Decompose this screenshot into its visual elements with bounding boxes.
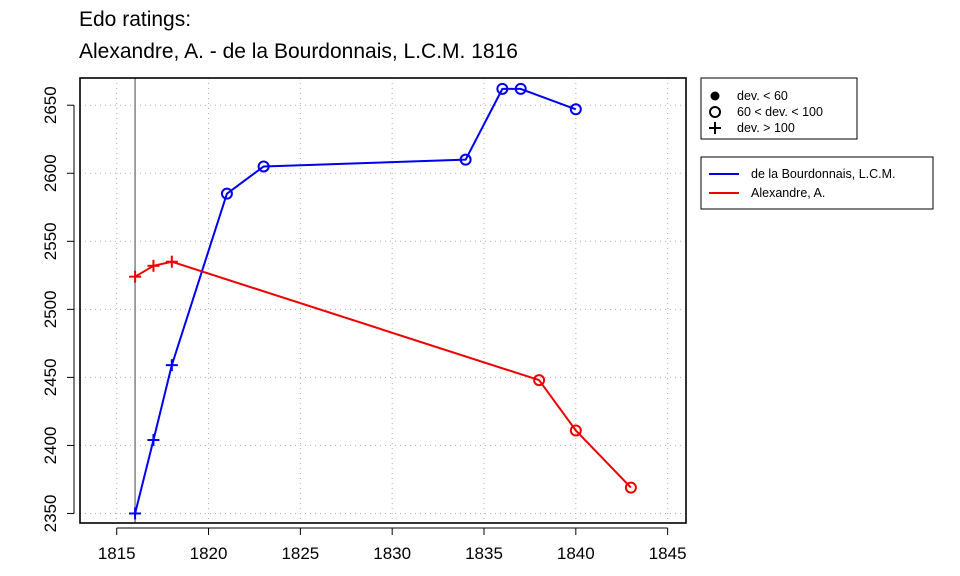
y-tick-label-2350: 2350 [41, 495, 60, 533]
plot-frame [79, 77, 687, 524]
data-point-0-3 [220, 187, 233, 200]
y-tick-label-2450: 2450 [41, 358, 60, 396]
data-point-1-1 [147, 259, 160, 272]
x-tick-label-1845: 1845 [649, 544, 687, 563]
legends: dev. < 60 60 < dev. < 100 dev. > 100 de la … [700, 77, 934, 210]
data-point-0-6 [496, 82, 509, 95]
data-point-0-1 [147, 433, 160, 446]
axes: 1815 1820 1825 1830 1835 1840 1845 2350 2400 2450… [41, 86, 687, 563]
series-layer [129, 82, 637, 520]
series-legend-label-1: Alexandre, A. [751, 186, 825, 200]
grid-lines [80, 78, 686, 523]
x-tick-label-1825: 1825 [281, 544, 319, 563]
x-tick-label-1820: 1820 [190, 544, 228, 563]
y-tick-label-2600: 2600 [41, 154, 60, 192]
x-tick-label-1835: 1835 [465, 544, 503, 563]
marker-legend-box [700, 77, 858, 140]
marker-legend-label-0: dev. < 60 [737, 89, 788, 103]
marker-legend-symbol-plus [709, 122, 721, 134]
marker-legend-symbol-dot [710, 91, 720, 101]
x-tick-label-1840: 1840 [557, 544, 595, 563]
x-tick-label-1830: 1830 [373, 544, 411, 563]
data-point-0-0 [129, 507, 142, 520]
marker-legend-label-1: 60 < dev. < 100 [737, 105, 823, 119]
y-tick-label-2400: 2400 [41, 427, 60, 465]
data-point-0-2 [165, 359, 178, 372]
data-point-0-7 [514, 82, 527, 95]
data-point-0-8 [569, 103, 582, 116]
data-point-1-2 [165, 255, 178, 268]
data-point-1-3 [533, 374, 546, 387]
data-point-0-5 [459, 153, 472, 166]
y-tick-label-2500: 2500 [41, 290, 60, 328]
data-point-1-0 [129, 270, 142, 283]
series-legend-box [700, 156, 934, 210]
marker-legend-symbol-circle [709, 106, 721, 118]
chart-title-line-1: Edo ratings: [79, 8, 192, 31]
data-point-1-4 [569, 424, 582, 437]
data-point-0-4 [257, 160, 270, 173]
y-tick-label-2550: 2550 [41, 222, 60, 260]
data-point-1-5 [624, 481, 637, 494]
x-tick-label-1815: 1815 [98, 544, 136, 563]
series-line-0 [134, 87, 577, 514]
series-legend-label-0: de la Bourdonnais, L.C.M. [751, 167, 896, 181]
y-tick-label-2650: 2650 [41, 86, 60, 124]
chart-title-line-2: Alexandre, A. - de la Bourdonnais, L.C.M… [79, 40, 518, 63]
marker-legend-label-2: dev. > 100 [737, 121, 795, 135]
series-line-1 [134, 260, 632, 489]
